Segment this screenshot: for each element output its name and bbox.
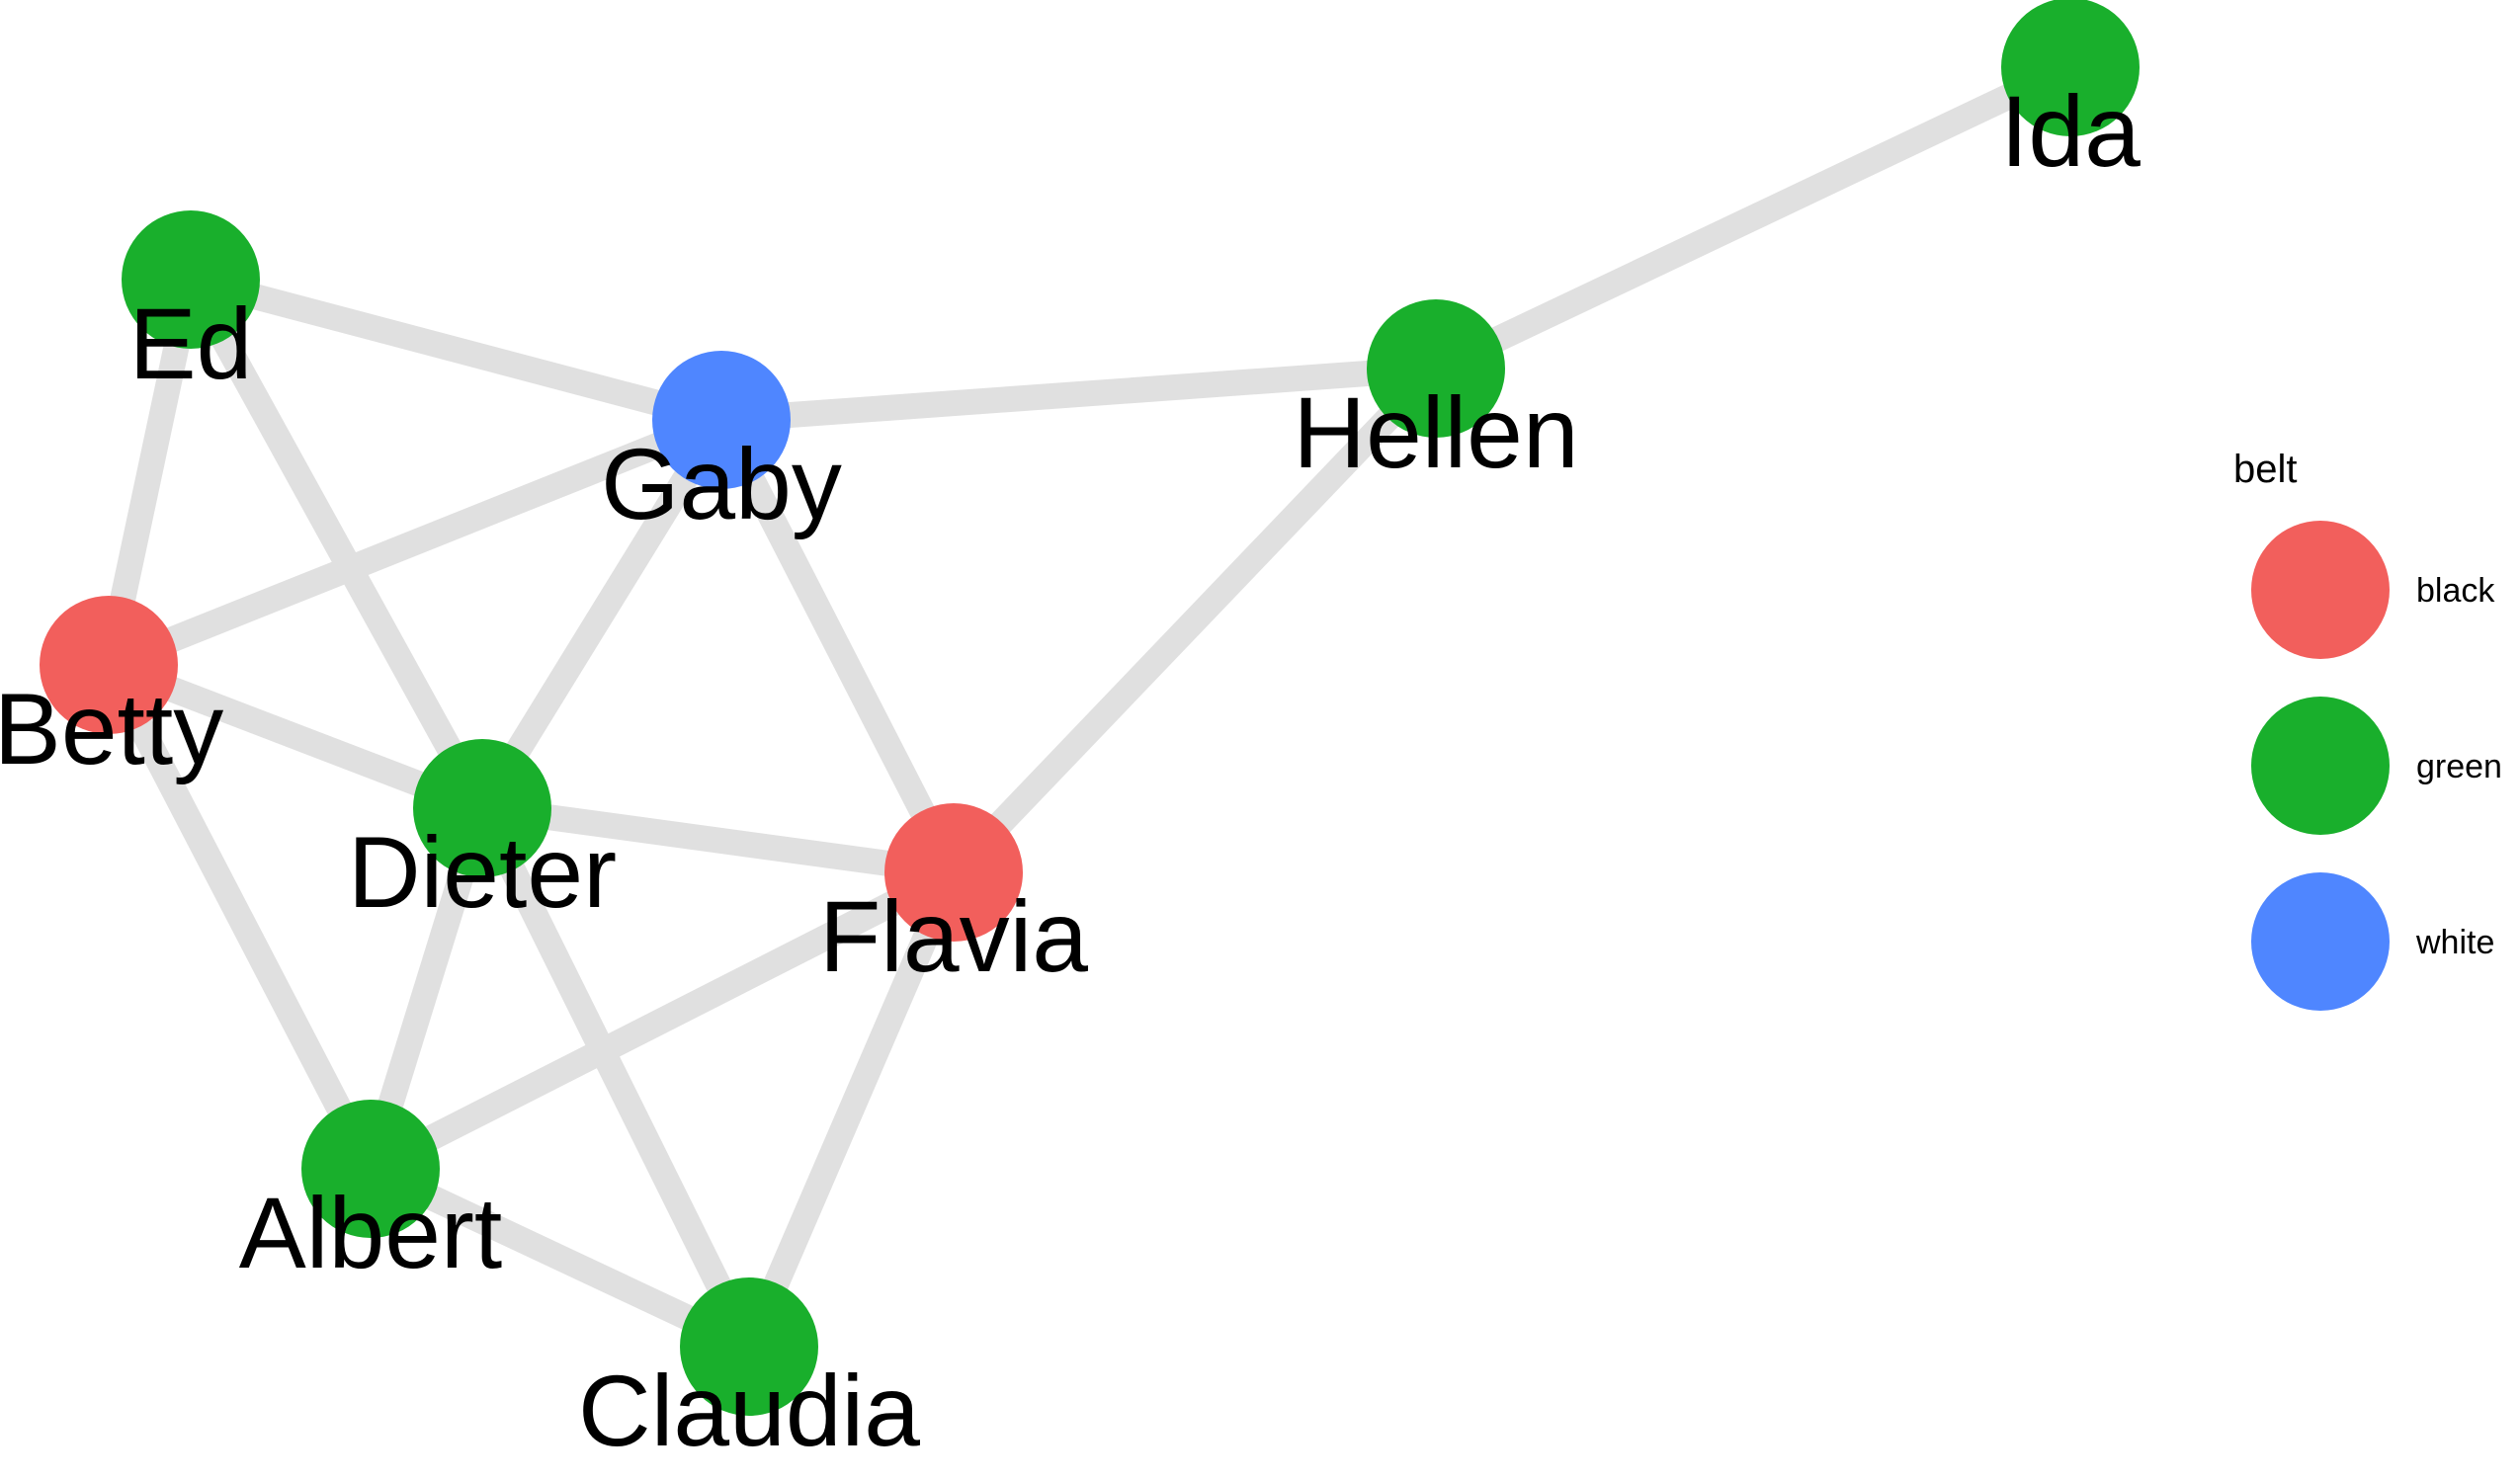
edge-betty-albert [97,659,382,1175]
node-label-albert: Albert [239,1177,502,1289]
edge-hellen-gaby [720,356,1437,433]
node-label-hellen: Hellen [1293,376,1578,489]
edges-layer [96,55,2076,1358]
nodes-layer [40,0,2140,1416]
node-label-betty: Betty [0,673,223,785]
node-betty [40,596,178,734]
legend-key-black [2251,521,2390,659]
node-label-dieter: Dieter [348,816,617,929]
node-albert [301,1100,440,1238]
legend-label-black: black [2416,572,2495,610]
labels-layer: Ida Ed Hellen Gaby Betty Dieter Flavia Albert Cl… [0,75,2141,1467]
edge-dieter-claudia [470,802,761,1353]
legend-item-white: white [2251,872,2494,1011]
legend: belt black green white [2233,448,2502,1011]
legend-item-green: green [2251,697,2502,835]
edge-ed-gaby [187,267,725,433]
node-ed [122,210,260,349]
legend-key-white [2251,872,2390,1011]
edge-flavia-albert [365,861,960,1181]
node-label-gaby: Gaby [601,428,842,540]
legend-key-green [2251,697,2390,835]
legend-item-black: black [2251,521,2495,659]
edge-ed-dieter [179,273,494,815]
legend-label-white: white [2415,924,2494,961]
legend-items: black green white [2251,521,2502,1011]
node-ida [2001,0,2140,136]
legend-label-green: green [2416,748,2502,785]
node-label-claudia: Claudia [578,1355,920,1467]
edge-flavia-claudia [737,866,966,1353]
edge-ida-hellen [1430,55,2076,380]
edge-gaby-flavia [710,414,966,878]
node-label-flavia: Flavia [819,880,1088,993]
edge-hellen-flavia [944,360,1446,881]
legend-title: belt [2233,448,2298,491]
node-gaby [652,351,791,489]
node-dieter [413,739,551,877]
node-claudia [680,1277,818,1416]
edge-gaby-dieter [470,413,733,815]
edge-gaby-betty [104,407,726,678]
node-label-ed: Ed [129,288,253,400]
edge-albert-claudia [365,1157,755,1358]
node-flavia [884,803,1023,942]
node-label-ida: Ida [2000,75,2141,188]
edge-dieter-flavia [480,795,956,885]
node-hellen [1367,299,1505,438]
